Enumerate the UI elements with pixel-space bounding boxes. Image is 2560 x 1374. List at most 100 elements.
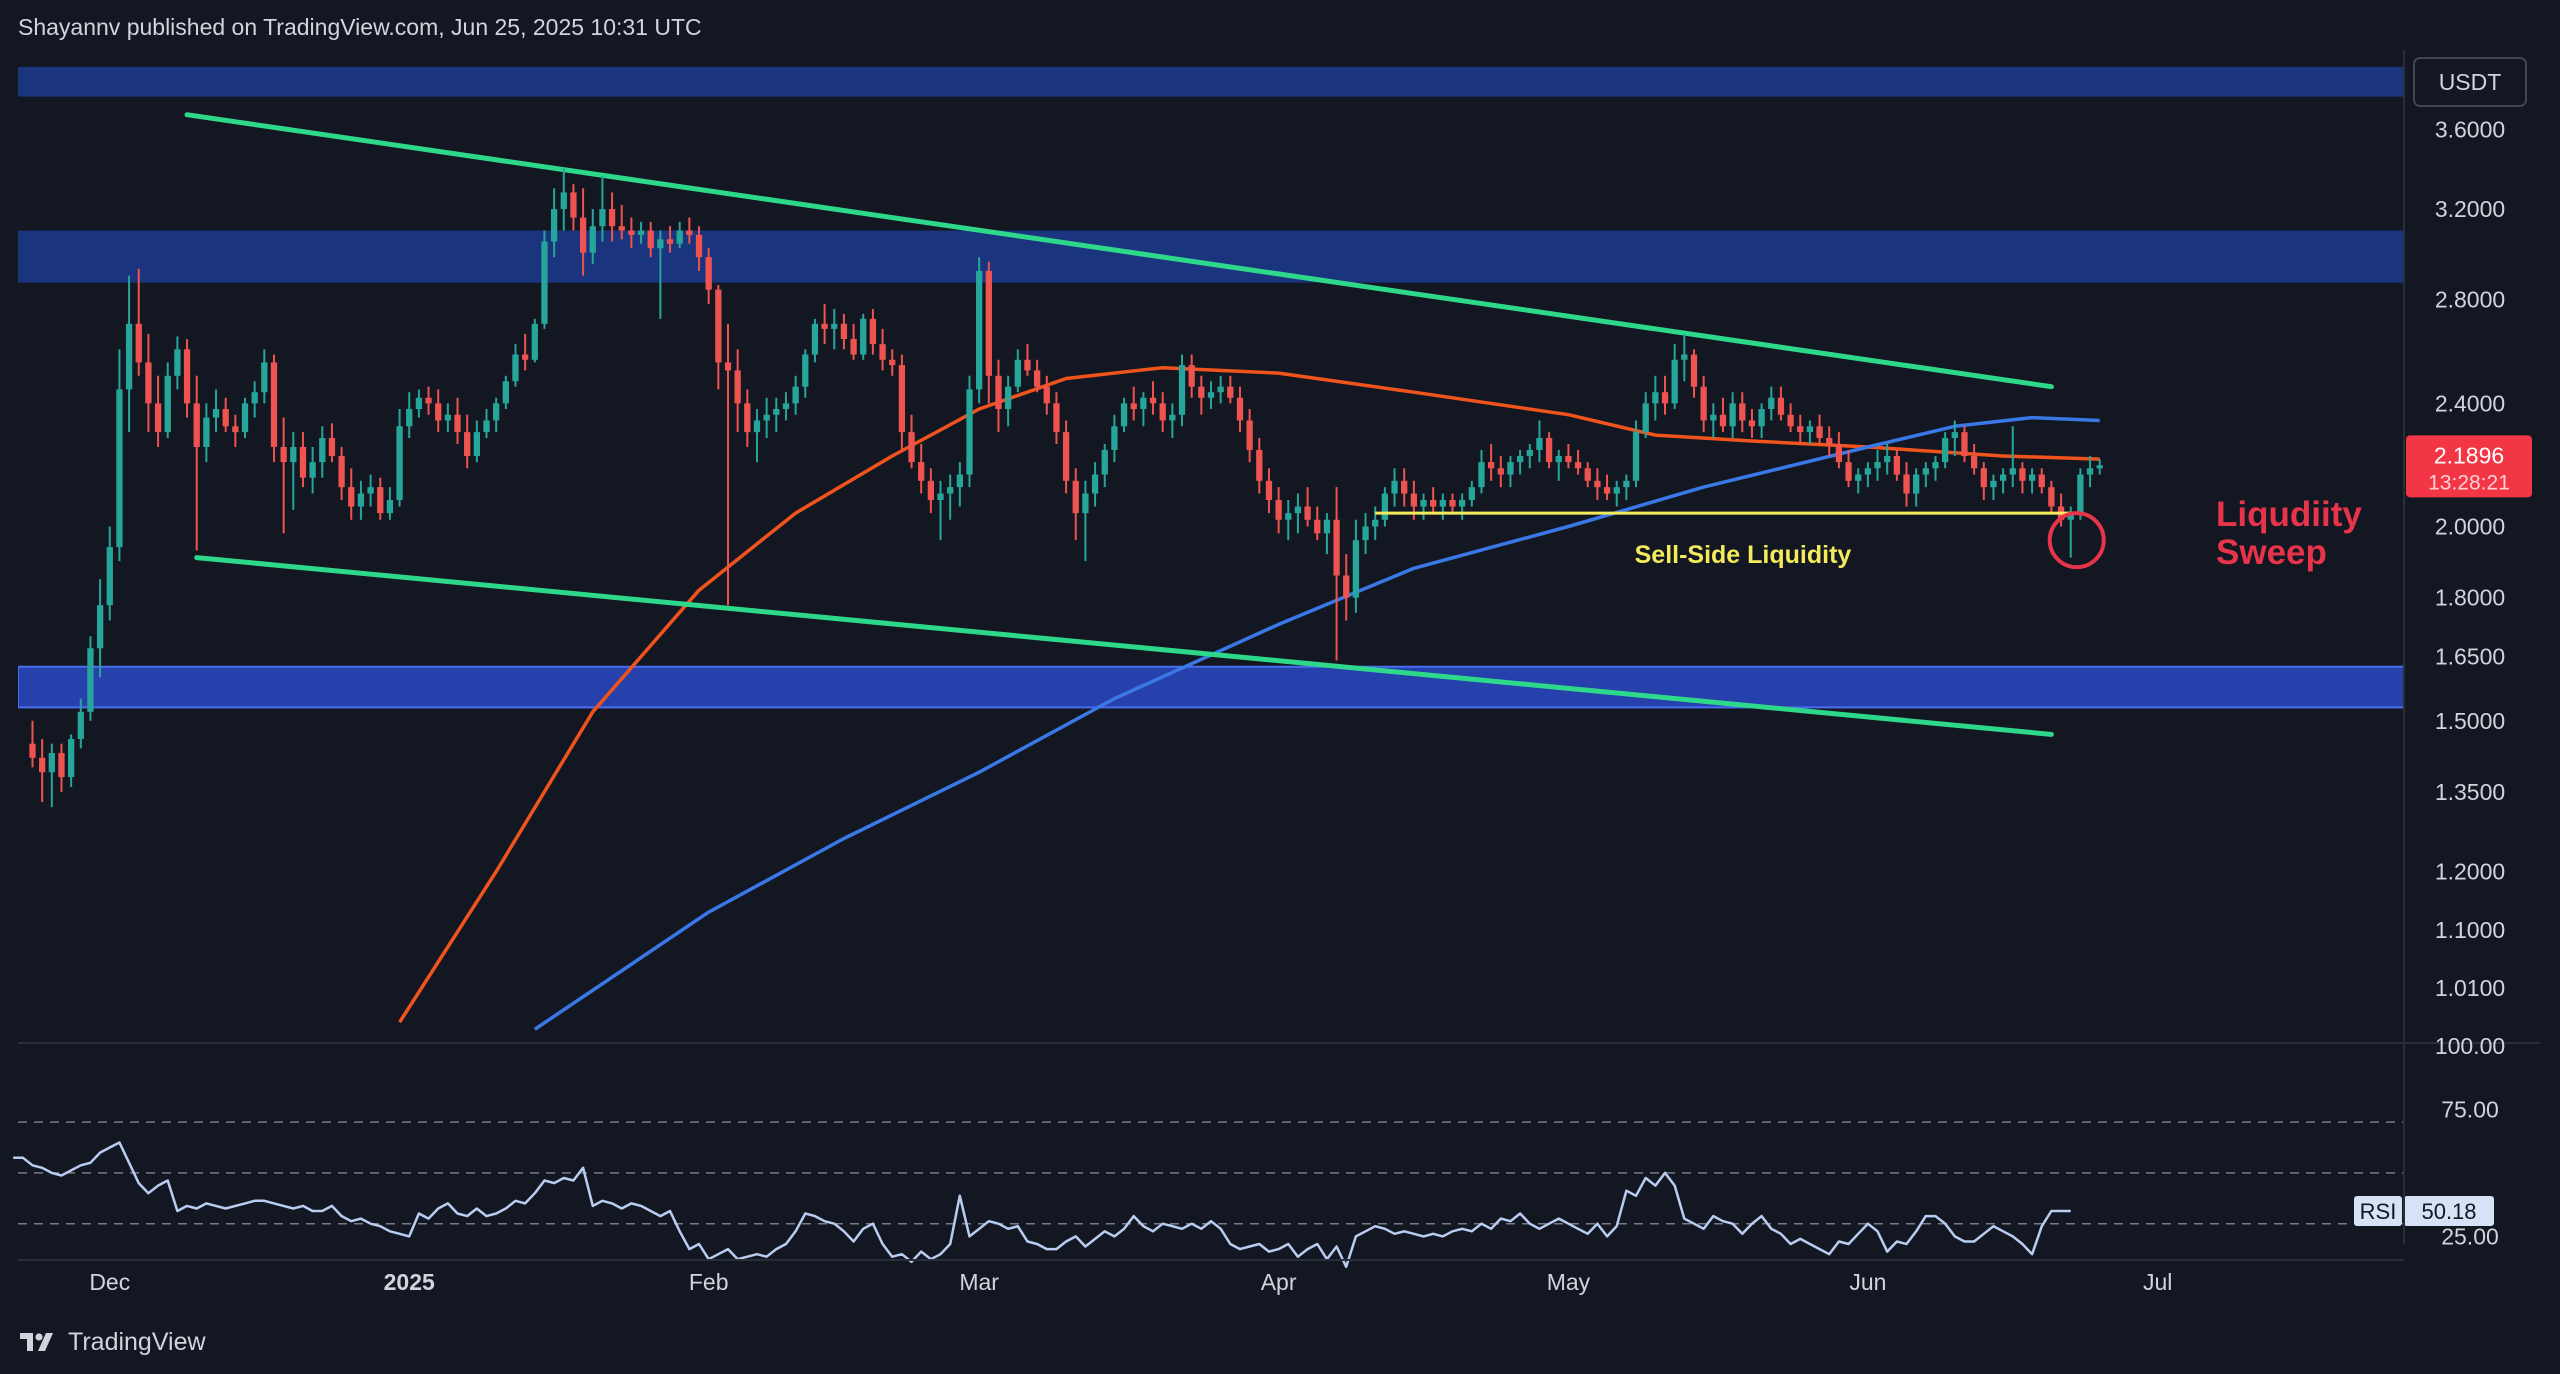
candle-body <box>1343 575 1350 598</box>
candle-body <box>357 493 365 507</box>
candle-body <box>377 487 384 514</box>
candle-body <box>657 239 664 249</box>
candle-body <box>1652 392 1659 404</box>
candle-body <box>889 359 896 366</box>
candle-body <box>1526 449 1533 457</box>
candle-body <box>425 397 432 404</box>
candle-body <box>1362 526 1369 541</box>
candle-body <box>763 414 770 421</box>
rsi-tick-label: 100.00 <box>2435 1033 2505 1059</box>
candle-body <box>1101 449 1108 475</box>
tradingview-logo-icon <box>20 1333 53 1351</box>
candle-body <box>531 323 538 360</box>
candle-body <box>1178 365 1186 415</box>
candle-body <box>686 230 693 235</box>
candle-body <box>1236 397 1244 421</box>
candle-body <box>1497 468 1504 475</box>
candle-body <box>1198 386 1205 398</box>
candle-body <box>290 446 297 463</box>
time-tick-label: Dec <box>89 1269 130 1295</box>
candle-body <box>647 230 654 249</box>
rsi-line <box>13 1141 2071 1269</box>
candle-body <box>1005 386 1012 410</box>
candle-body <box>1951 432 1958 439</box>
candle-body <box>1285 513 1292 520</box>
candle-body <box>705 257 712 290</box>
axes: USDT 3.6000 3.2000 2.8000 2.4000 2.0000 1.8000… <box>18 50 2532 1295</box>
candle-body <box>1014 359 1021 387</box>
candle-body <box>116 389 123 548</box>
candle-body <box>1594 480 1601 488</box>
candle-body <box>1584 468 1591 481</box>
candle-body <box>328 438 336 457</box>
candle-body <box>1507 462 1514 475</box>
candle-body <box>1758 409 1765 427</box>
candle-body <box>1632 432 1640 481</box>
candle-body <box>212 409 220 418</box>
candle-body <box>579 217 587 253</box>
candle-body <box>1140 397 1147 410</box>
candle-body <box>1903 474 1910 494</box>
candle-body <box>1536 438 1543 450</box>
candle-body <box>1294 506 1302 514</box>
candle-body <box>1719 414 1727 427</box>
candle-body <box>67 739 75 778</box>
candle-body <box>222 409 229 427</box>
candle-body <box>869 318 877 345</box>
candle-body <box>1111 426 1118 450</box>
candle-body <box>821 323 828 329</box>
candle-body <box>164 375 171 433</box>
candle-body <box>1188 365 1195 387</box>
current-price-value: 2.1896 <box>2434 442 2504 468</box>
candle-body <box>483 420 490 433</box>
rsi-tick-label: 75.00 <box>2441 1096 2499 1122</box>
currency-label: USDT <box>2439 69 2502 95</box>
time-tick-label: May <box>1547 1269 1591 1295</box>
candle-body <box>58 753 65 778</box>
price-zone <box>18 665 2404 709</box>
candle-body <box>1961 432 1968 457</box>
candle-body <box>87 648 94 712</box>
candle-body <box>802 354 809 387</box>
price-tick-label: 1.2000 <box>2435 858 2505 884</box>
candle-body <box>77 711 84 740</box>
candle-body <box>444 414 452 421</box>
candle-body <box>1410 493 1417 507</box>
candle-body <box>1768 397 1775 410</box>
price-tick-label: 1.8000 <box>2435 585 2505 611</box>
candle-body <box>1265 480 1273 501</box>
candle-body <box>744 403 751 433</box>
candle-body <box>599 209 606 227</box>
candle-body <box>966 389 973 475</box>
lower-channel-line <box>194 555 2054 737</box>
candle-body <box>473 432 480 457</box>
candle-body <box>715 289 722 363</box>
candle-body <box>773 409 780 415</box>
candle-body <box>1304 506 1311 520</box>
candle-body <box>2067 513 2074 520</box>
candle-body <box>1970 456 1978 469</box>
candle-body <box>2096 465 2103 469</box>
candle-body <box>898 365 906 433</box>
current-price-countdown: 13:28:21 <box>2428 471 2510 494</box>
candle-body <box>666 239 674 244</box>
candle-body <box>1420 500 1427 507</box>
candle-body <box>1555 456 1562 463</box>
footer: TradingView <box>20 1324 206 1360</box>
candle-body <box>1864 468 1872 475</box>
candle-body <box>348 487 355 507</box>
candle-body <box>232 426 239 433</box>
candle-body <box>96 605 104 649</box>
candle-body <box>1835 443 1843 463</box>
candle-body <box>1256 449 1263 481</box>
candle-body <box>1642 403 1649 433</box>
price-tick-label: 1.5000 <box>2435 708 2505 734</box>
currency-badge <box>2413 57 2527 107</box>
candle-body <box>1545 438 1553 463</box>
candle-body <box>976 270 983 390</box>
candle-body <box>1874 462 1881 469</box>
candle-body <box>1381 493 1389 520</box>
candle-body <box>1565 456 1572 463</box>
